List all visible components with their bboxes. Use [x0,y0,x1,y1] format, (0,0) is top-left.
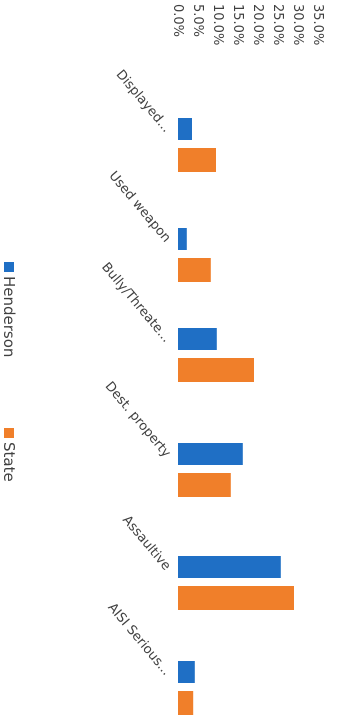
bar [178,148,216,172]
bar [178,358,254,382]
bar [178,473,231,497]
bar [178,118,192,140]
x-tick-label: 35.0% [310,4,325,45]
bar [178,328,217,350]
legend-label: Henderson [0,276,18,357]
bar [178,556,281,578]
x-tick-label: 10.0% [210,4,225,45]
x-tick-label: 5.0% [190,4,205,37]
category-label: Displayed... [113,67,174,135]
legend-swatch [4,262,14,272]
category-label: Dest. property [102,379,174,461]
category-label: Assaultive [119,513,173,574]
category-label: AISI Serious... [104,600,173,678]
category-label: Bully/Threate... [98,260,173,346]
bar [178,661,195,683]
category-label: Used weapon [106,169,174,246]
legend-label: State [0,442,18,482]
bar [178,228,187,250]
x-tick-label: 30.0% [290,4,305,45]
bar [178,691,194,715]
bar [178,586,294,610]
x-tick-label: 15.0% [230,4,245,45]
x-tick-label: 25.0% [270,4,285,45]
x-tick-label: 20.0% [250,4,265,45]
x-tick-label: 0.0% [170,4,185,37]
bar [178,443,243,465]
legend-swatch [4,428,14,438]
bar [178,258,211,282]
